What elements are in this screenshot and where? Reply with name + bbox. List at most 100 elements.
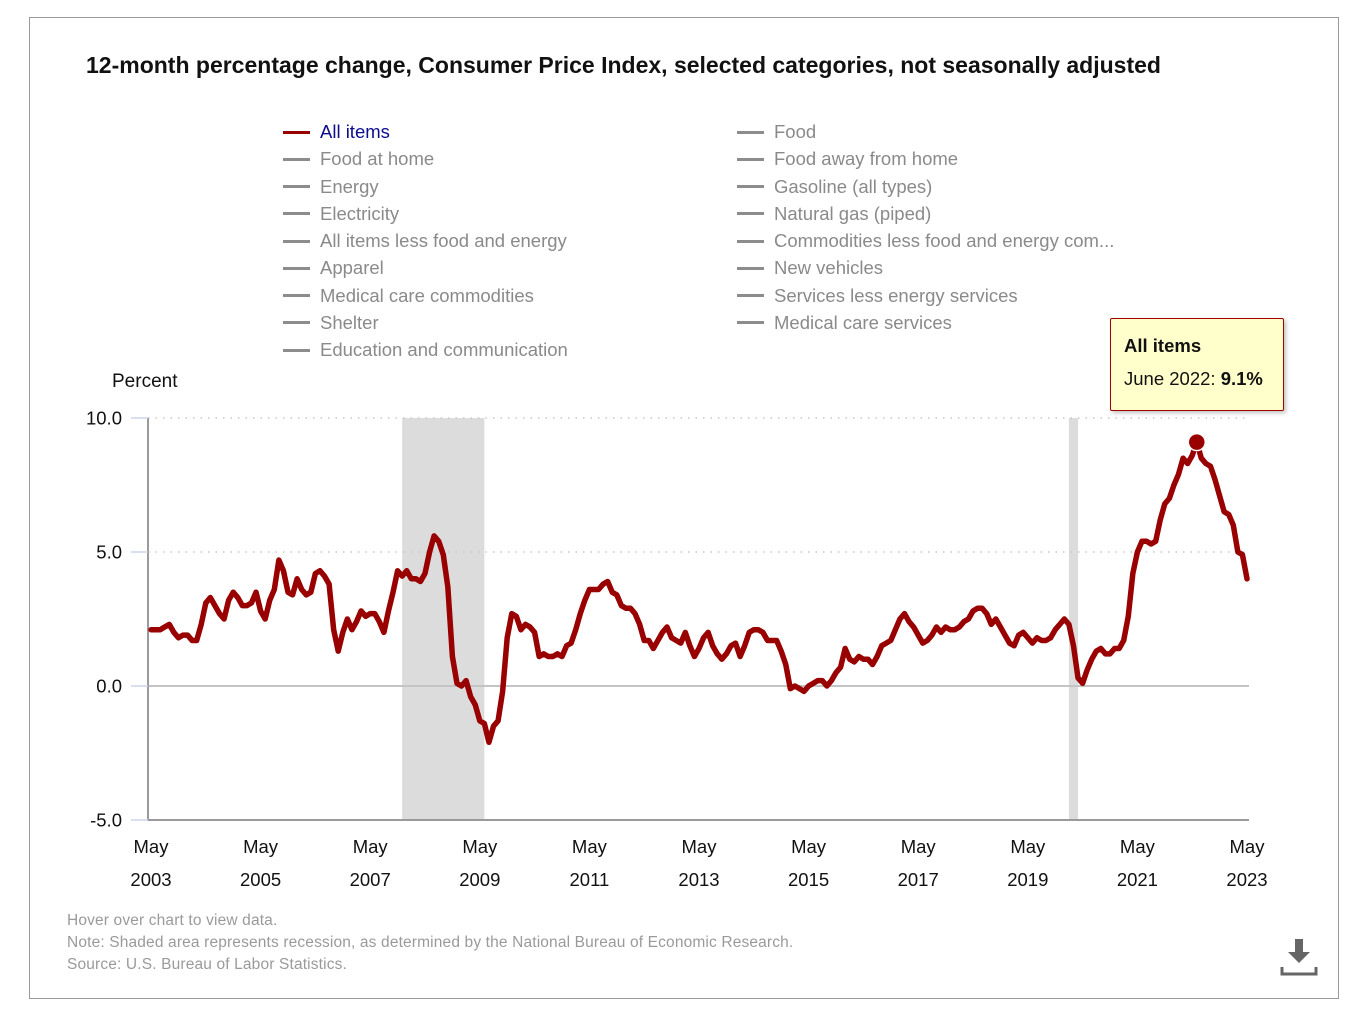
legend-label: Services less energy services [774,284,1018,306]
x-tick-month-label: May [1230,836,1266,857]
legend-line-icon [283,266,310,270]
legend-line-icon [283,239,310,243]
legend-item[interactable]: Food [737,120,816,144]
legend-label: Electricity [320,202,400,224]
legend-line-icon [283,130,310,134]
x-tick-month-label: May [353,836,389,857]
legend-item[interactable]: Food away from home [737,147,958,171]
legend-label: Food at home [320,148,435,170]
legend-label: Energy [320,175,379,197]
legend-line-icon [737,266,764,270]
legend-line-icon [283,212,310,216]
x-tick-year-label: 2015 [788,869,829,890]
series-group [148,439,1250,746]
x-tick-year-label: 2017 [898,869,939,890]
highlight-group [1187,432,1207,452]
axes [147,418,1249,821]
legend-line-icon [737,321,764,325]
recession-bands [402,418,1079,820]
legend-label: Shelter [320,311,379,333]
y-axis-ticks: -5.0 0.0 5.0 10.0 [86,408,148,831]
x-tick-month-label: May [572,836,608,857]
x-tick-month-label: May [1120,836,1156,857]
legend-line-icon [737,185,764,188]
tooltip: All items June 2022: 9.1% [1110,318,1284,411]
chart-title: 12-month percentage change, Consumer Pri… [86,52,1161,78]
legend-item[interactable]: All items less food and energy [283,229,567,253]
legend-item[interactable]: Medical care services [737,311,952,335]
legend-label: Education and communication [320,339,568,360]
legend-item[interactable]: Services less energy services [737,284,1018,308]
download-icon [1280,939,1318,976]
tooltip-date: June 2022: [1124,368,1221,389]
legend-line-icon [283,321,310,325]
x-tick-year-label: 2005 [240,869,281,890]
y-tick-label: 10.0 [86,408,122,429]
recession-note: Note: Shaded area represents recession, … [67,934,794,951]
legend-label: Commodities less food and energy com... [774,230,1115,251]
legend-label: Medical care commodities [320,284,534,306]
x-tick-year-label: 2021 [1117,869,1158,890]
x-tick-month-label: May [791,836,827,857]
y-axis-title: Percent [112,371,178,392]
legend-item[interactable]: Education and communication [283,338,568,362]
x-tick-year-label: 2019 [1007,869,1048,890]
x-tick-year-label: 2009 [459,869,500,890]
x-tick-year-label: 2003 [130,869,171,890]
x-axis-ticks: May 2003 May 2005 May 2007 May 2009 May 2011 May 20… [130,836,1267,890]
legend-label: New vehicles [774,257,883,279]
legend-line-icon [737,157,764,161]
x-tick-year-label: 2007 [350,869,391,890]
legend-label: Gasoline (all types) [774,175,933,197]
legend-line-icon [283,294,310,297]
legend-line-icon [737,130,764,134]
x-tick-year-label: 2023 [1226,869,1267,890]
download-button[interactable] [1279,937,1319,977]
legend-line-icon [283,185,310,188]
legend-label: Food [774,121,817,142]
legend-label: All items [320,121,390,142]
legend-line-icon [737,212,764,216]
legend-item[interactable]: Food at home [283,147,434,171]
x-tick-month-label: May [243,836,279,857]
highlighted-data-point [1187,432,1207,452]
recession-band [402,418,485,820]
legend-label: Apparel [320,257,384,279]
legend-item[interactable]: New vehicles [737,256,883,280]
y-tick-label: 0.0 [96,676,122,697]
source-note: Source: U.S. Bureau of Labor Statistics. [67,956,347,973]
legend-line-icon [737,239,764,243]
tooltip-value-line: June 2022: 9.1% [1124,368,1283,390]
legend-item[interactable]: Natural gas (piped) [737,202,931,226]
legend-label: All items less food and energy [320,230,567,251]
x-tick-month-label: May [134,836,170,857]
legend-line-icon [283,157,310,161]
x-tick-month-label: May [901,836,937,857]
y-tick-label: -5.0 [90,810,122,831]
series-line-all-items[interactable] [148,439,1250,746]
legend-label: Medical care services [774,311,952,333]
recession-band [1068,418,1079,820]
legend-item[interactable]: Shelter [283,311,379,335]
x-tick-month-label: May [462,836,498,857]
x-tick-month-label: May [682,836,718,857]
legend-line-icon [737,294,764,297]
chart-container [29,17,1339,999]
x-tick-year-label: 2013 [678,869,719,890]
legend-item[interactable]: Electricity [283,202,399,226]
tooltip-value: 9.1% [1220,368,1263,389]
legend-item[interactable]: Apparel [283,256,384,280]
x-tick-month-label: May [1010,836,1046,857]
legend-item[interactable]: Gasoline (all types) [737,175,932,199]
gridlines [148,417,1249,687]
tooltip-series-name: All items [1124,335,1202,356]
legend-item[interactable]: All items [283,120,390,144]
legend-item[interactable]: Energy [283,175,379,199]
legend-item[interactable]: Commodities less food and energy com... [737,229,1114,253]
legend-line-icon [283,348,310,352]
y-tick-label: 5.0 [96,542,122,563]
legend-label: Natural gas (piped) [774,202,932,224]
legend-item[interactable]: Medical care commodities [283,284,534,308]
legend-label: Food away from home [774,148,959,170]
